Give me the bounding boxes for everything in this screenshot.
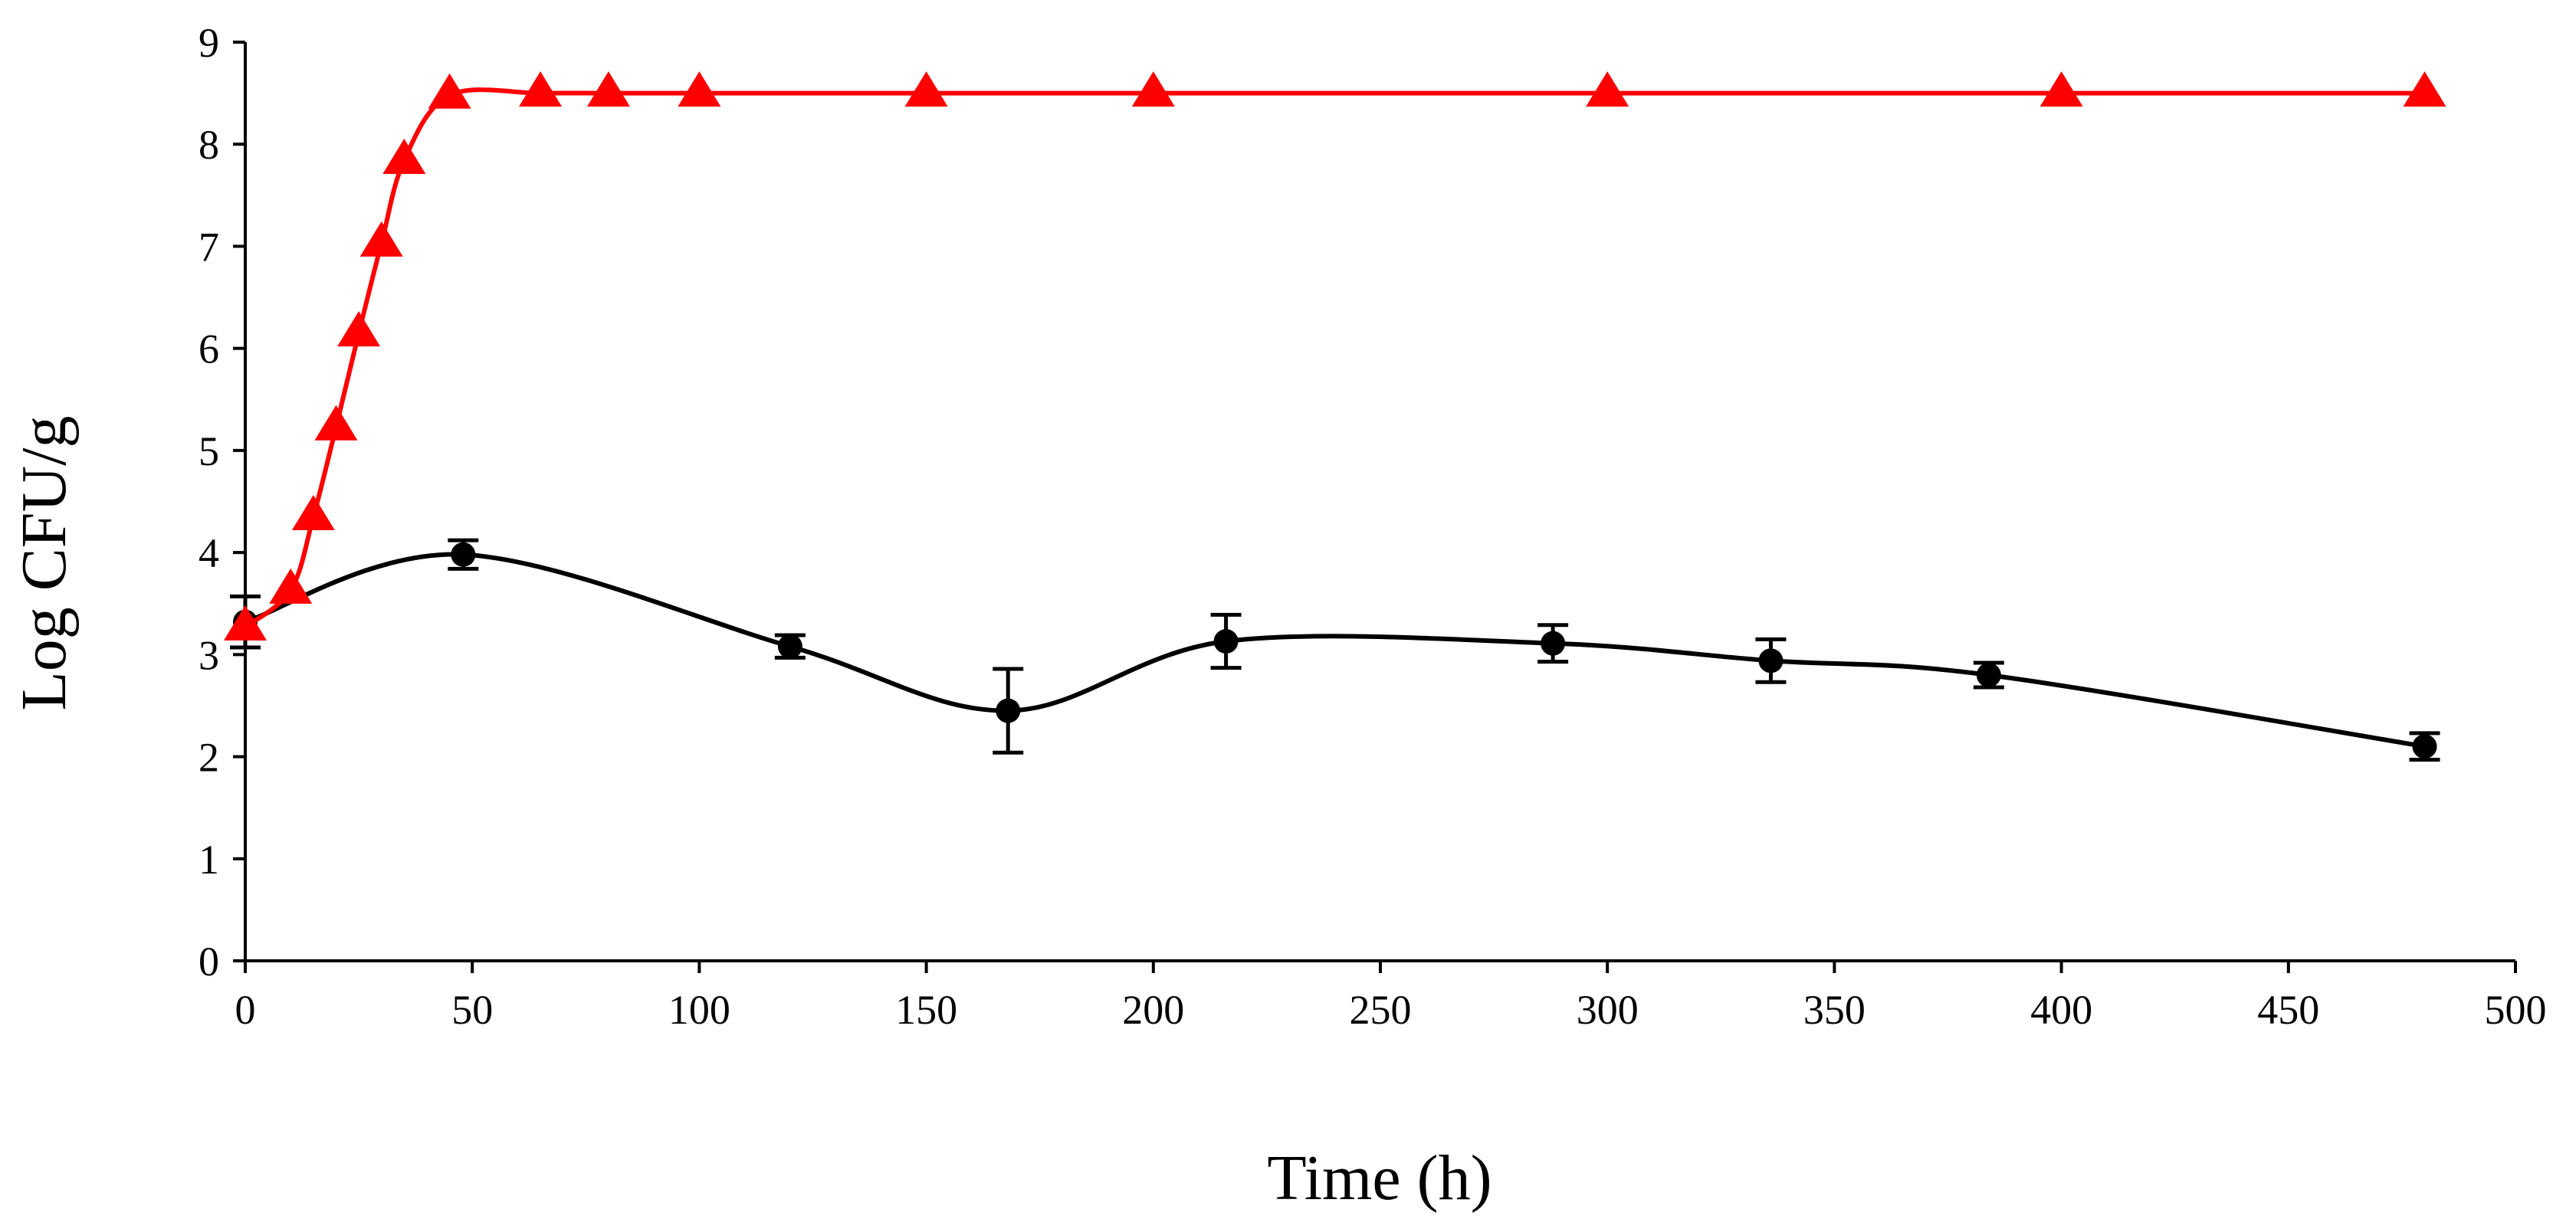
y-tick-label: 4 [199,530,219,576]
data-point-circle [996,698,1021,723]
y-tick-label: 8 [199,122,219,168]
data-point-triangle [382,139,426,175]
y-tick-labels: 0 1 2 3 4 5 6 7 8 9 [199,20,219,985]
data-point-triangle [1586,71,1629,107]
y-tick-label: 6 [199,326,219,372]
data-point-circle [1213,629,1239,654]
series-line-circles [244,552,2425,749]
x-tick-labels: 0 50 100 150 200 250 300 350 400 450 500 [235,987,2547,1033]
axes [233,41,2517,973]
data-point-triangle [2039,71,2083,107]
data-point-triangle [586,71,630,107]
x-tick-label: 250 [1350,987,1412,1033]
x-tick-label: 350 [1803,987,1866,1033]
x-tick-label: 400 [2030,987,2092,1033]
data-point-triangle [678,71,721,107]
data-point-triangle [2403,71,2446,107]
y-axis-title: Log CFU/g [8,415,80,710]
y-tick-label: 3 [199,632,219,678]
data-point-triangle [1131,71,1175,107]
data-point-triangle [269,568,313,604]
data-point-triangle [519,71,563,107]
y-tick-label: 5 [199,428,219,474]
series-line-triangles [244,87,2425,629]
y-tick-label: 2 [199,735,219,781]
x-tick-label: 0 [235,987,256,1033]
data-point-triangle [337,311,381,347]
data-point-circle [2412,734,2437,759]
x-tick-label: 200 [1122,987,1184,1033]
x-axis-title: Time (h) [1267,1142,1491,1214]
data-point-circle [1976,662,2001,687]
x-tick-label: 500 [2485,987,2547,1033]
data-point-triangle [224,605,267,641]
series-circles [230,538,2440,762]
x-tick-label: 50 [451,987,493,1033]
data-point-triangle [291,494,335,530]
data-point-circle [451,542,476,567]
y-tick-label: 9 [199,20,219,66]
data-point-circle [1758,648,1784,673]
y-tick-label: 1 [199,837,219,883]
data-point-triangle [314,405,358,441]
x-tick-label: 300 [1577,987,1639,1033]
x-tick-label: 150 [895,987,957,1033]
series-layer [224,71,2446,762]
data-point-triangle [904,71,948,107]
y-tick-label: 0 [199,939,219,985]
data-point-triangle [428,73,471,109]
y-tick-label: 7 [199,224,219,270]
data-point-circle [1541,631,1566,656]
data-point-triangle [359,221,403,257]
data-point-circle [777,634,802,659]
x-tick-label: 450 [2257,987,2319,1033]
x-tick-label: 100 [668,987,730,1033]
series-triangles [224,71,2446,641]
